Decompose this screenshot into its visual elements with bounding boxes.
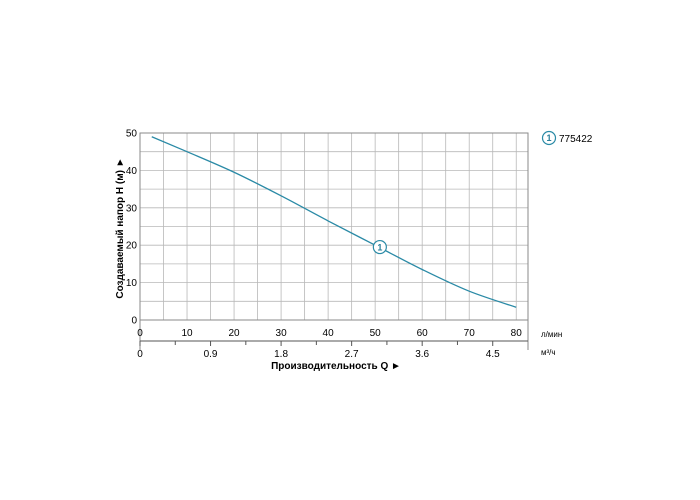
x-tick-label-lmin: 10 — [181, 328, 193, 339]
chart-grid — [139, 132, 529, 321]
y-tick-label: 50 — [126, 129, 138, 140]
series-line — [151, 136, 517, 308]
m3h-axis — [139, 320, 529, 350]
x-tick-label-lmin: 20 — [228, 328, 240, 339]
x-axis-label: Производительность Q ► — [271, 361, 401, 372]
y-tick-label: 20 — [126, 241, 138, 252]
tick-labels: 0 10 20 30 40 50 0 10 20 30 40 50 60 70 80 0 0.9 1.8 2.7 3.… — [126, 129, 522, 361]
legend: 1 775422 — [541, 130, 593, 146]
y-tick-label: 30 — [126, 203, 138, 214]
series-marker — [372, 239, 387, 255]
legend-entry: 775422 — [559, 134, 593, 145]
x-tick-label-m3h: 4.5 — [486, 349, 500, 360]
x-tick-label-lmin: 50 — [370, 328, 382, 339]
y-axis-label: Создаваемый напор H (м) ► — [115, 157, 126, 298]
x-tick-label-m3h: 1.8 — [274, 349, 288, 360]
x-tick-label-lmin: 0 — [137, 328, 143, 339]
plot-frame — [139, 132, 529, 321]
x-tick-label-lmin: 60 — [417, 328, 429, 339]
legend-marker-label: 1 — [546, 133, 551, 143]
legend-marker — [541, 130, 557, 146]
x-unit-m3h: м³/ч — [541, 348, 556, 357]
x-tick-label-m3h: 0.9 — [204, 349, 218, 360]
y-tick-label: 40 — [126, 166, 138, 177]
x-tick-label-m3h: 2.7 — [345, 349, 359, 360]
x-tick-label-lmin: 70 — [464, 328, 476, 339]
x-tick-label-lmin: 30 — [276, 328, 288, 339]
x-tick-label-m3h: 3.6 — [415, 349, 429, 360]
y-tick-label: 0 — [131, 316, 137, 327]
x-tick-label-m3h: 0 — [137, 349, 143, 360]
y-tick-label: 10 — [126, 278, 138, 289]
series-group: 1 — [151, 136, 517, 308]
series-marker-label: 1 — [377, 242, 382, 252]
x-tick-label-lmin: 40 — [323, 328, 335, 339]
x-unit-lmin: л/мин — [541, 330, 562, 339]
x-tick-label-lmin: 80 — [511, 328, 523, 339]
